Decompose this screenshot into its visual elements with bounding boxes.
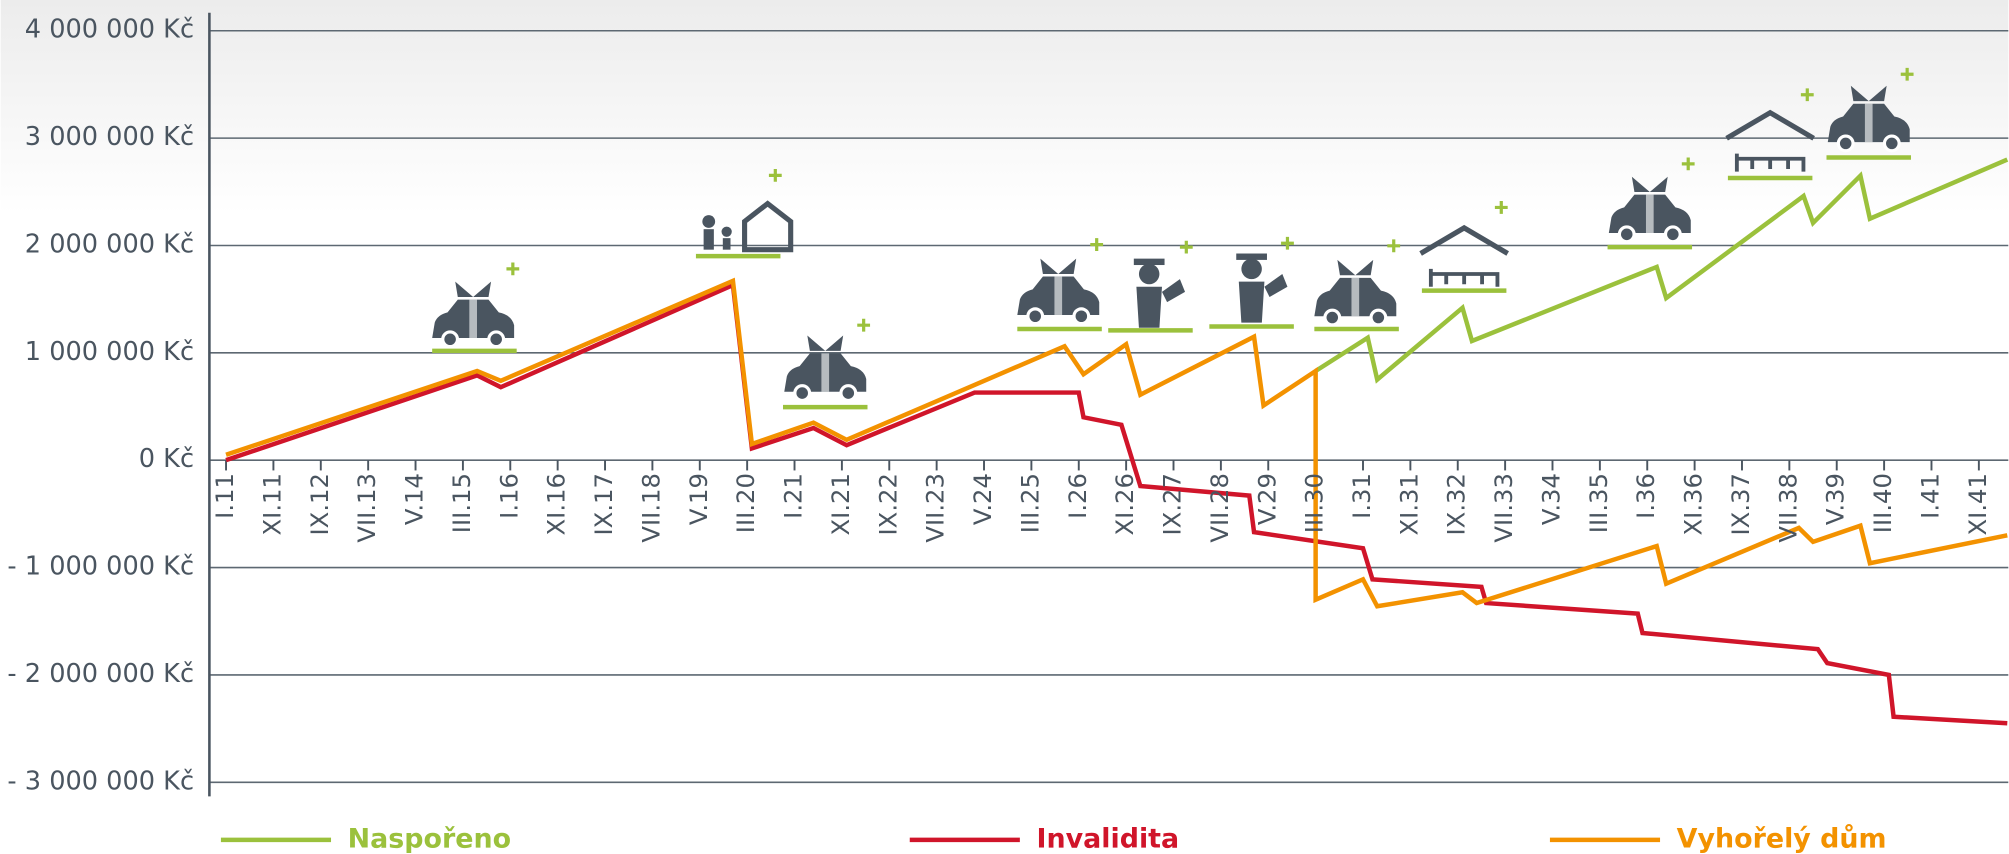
x-tick-label: III.30	[1300, 473, 1329, 533]
x-tick-label: VII.23	[921, 473, 950, 543]
x-tick-label: III.20	[731, 473, 760, 533]
x-tick-label: IX.37	[1726, 473, 1755, 535]
x-tick-label: III.40	[1868, 473, 1897, 533]
y-tick-label: 1 000 000 Kč	[25, 337, 194, 367]
x-tick-label: XI.26	[1110, 473, 1139, 535]
x-tick-label: VII.33	[1489, 473, 1518, 543]
legend-label: Vyhořelý dům	[1677, 823, 1887, 854]
x-tick-label: V.29	[1252, 473, 1281, 525]
x-tick-label: XI.36	[1679, 473, 1708, 535]
lines	[225, 157, 2009, 726]
legend-label: Invalidita	[1037, 823, 1180, 854]
x-tick-label: V.24	[968, 473, 997, 525]
x-tick-label: III.25	[1015, 473, 1044, 533]
x-tick-label: I.26	[1063, 473, 1092, 519]
x-tick-label: XI.31	[1394, 473, 1423, 535]
plus-signs	[506, 67, 1914, 332]
y-tick-label: - 2 000 000 Kč	[7, 659, 194, 689]
x-tick-label: IX.17	[589, 473, 618, 535]
x-tick-label: IX.32	[1442, 473, 1471, 535]
series-line	[225, 281, 2008, 726]
x-tick-label: III.15	[447, 473, 476, 533]
series-line	[225, 277, 2008, 609]
y-tick-label: 0 Kč	[139, 444, 194, 474]
x-tick-label: I.16	[494, 473, 523, 519]
x-tick-label: XI.16	[542, 473, 571, 535]
icons	[432, 67, 1914, 410]
labels: - 3 000 000 Kč - 2 000 000 Kč - 1 000 000 …	[7, 15, 1991, 854]
x-tick-label: V.19	[684, 473, 713, 525]
y-tick-label: - 3 000 000 Kč	[7, 766, 194, 796]
y-tick-label: 4 000 000 Kč	[25, 15, 194, 45]
x-tick-label: I.31	[1347, 473, 1376, 519]
x-tick-label: VII.28	[1205, 473, 1234, 543]
y-tick-label: 3 000 000 Kč	[25, 122, 194, 152]
x-tick-label: XI.11	[257, 473, 286, 535]
x-tick-label: VII.18	[636, 473, 665, 543]
x-tick-label: I.11	[210, 473, 239, 519]
x-tick-label: IX.27	[1158, 473, 1187, 535]
legend-label: Naspořeno	[348, 823, 511, 854]
series-line	[1314, 157, 2009, 384]
x-tick-label: I.41	[1915, 473, 1944, 519]
y-tick-label: - 1 000 000 Kč	[7, 552, 194, 582]
x-tick-label: V.39	[1821, 473, 1850, 525]
x-tick-label: I.36	[1631, 473, 1660, 519]
x-tick-label: V.34	[1536, 473, 1565, 525]
x-tick-label: IX.12	[305, 473, 334, 535]
x-tick-label: XI.21	[826, 473, 855, 535]
icon-underlines	[432, 155, 1911, 410]
y-tick-label: 2 000 000 Kč	[25, 229, 194, 259]
x-tick-label: I.21	[779, 473, 808, 519]
x-tick-label: III.35	[1584, 473, 1613, 533]
x-tick-label: XI.41	[1963, 473, 1992, 535]
x-tick-label: IX.22	[873, 473, 902, 535]
x-tick-label: VII.13	[352, 473, 381, 543]
x-tick-label: VII.38	[1773, 473, 1802, 543]
x-tick-label: V.14	[400, 473, 429, 525]
